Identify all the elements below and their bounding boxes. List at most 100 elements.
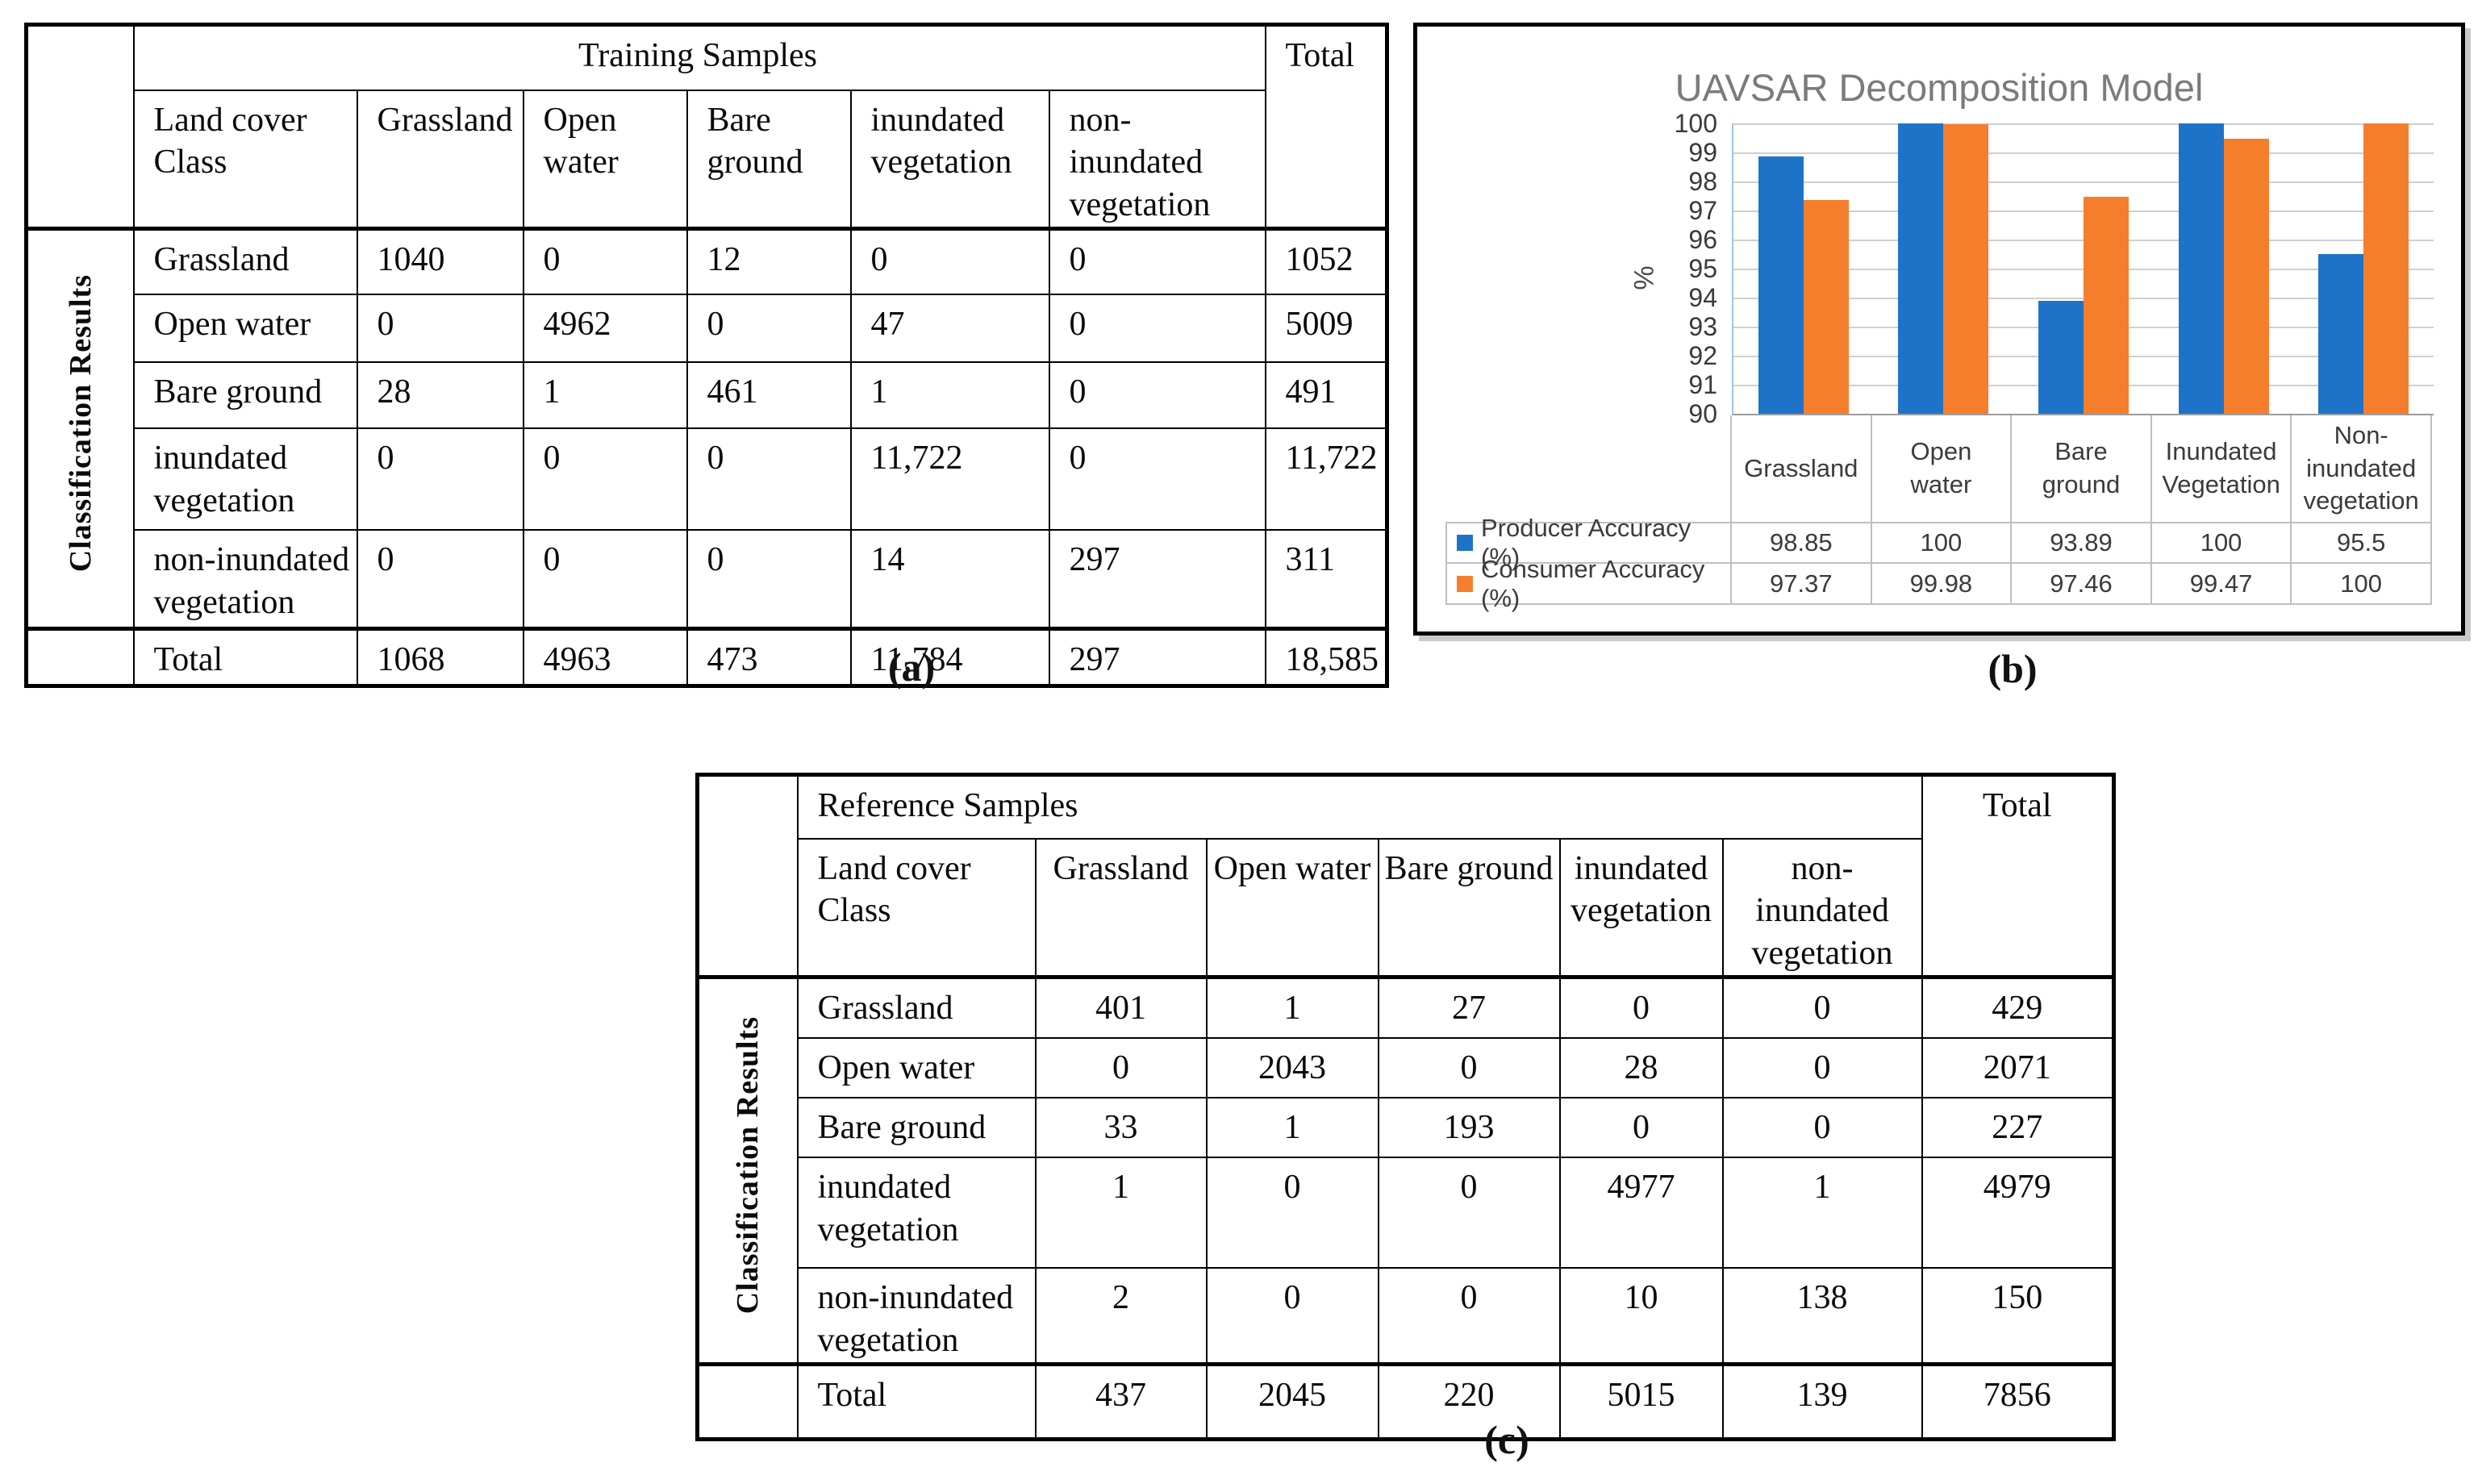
y-axis-ticks: 100 99 98 97 96 95 94 93 92 91 90 <box>1417 109 1717 428</box>
cell: 139 <box>1721 1363 1923 1440</box>
cell: 0 <box>1034 1036 1208 1098</box>
caption-b: (b) <box>1988 646 2038 691</box>
group-header: Reference Samples <box>796 773 1923 840</box>
cell: 0 <box>1721 1096 1923 1158</box>
cell: 47 <box>849 293 1050 363</box>
cell: 0 <box>686 528 852 632</box>
bar-consumer-3 <box>2223 139 2269 414</box>
reference-samples-table: Reference Samples Total Land cover Class… <box>695 773 2116 1441</box>
legend-cell: Consumer Accuracy (%) <box>1445 555 1732 612</box>
row-label: Open water <box>796 1036 1037 1098</box>
legend-label: Producer Accuracy (%) <box>1481 514 1692 571</box>
row-label: Bare ground <box>132 361 358 429</box>
row-label: Bare ground <box>796 1096 1037 1158</box>
cell: 0 <box>522 427 688 531</box>
col-header: non-inundated vegetation <box>1048 89 1266 231</box>
category-label: Grassland <box>1732 415 1872 523</box>
cell: 0 <box>522 227 688 295</box>
row-label: Grassland <box>796 976 1037 1039</box>
cell: 11,784 <box>849 627 1050 687</box>
col-header: Bare ground <box>686 89 852 231</box>
cell: 0 <box>1377 1156 1561 1269</box>
cell: 0 <box>1377 1036 1561 1098</box>
cell: 297 <box>1048 528 1266 632</box>
row-label: inundated vegetation <box>132 427 358 531</box>
cell: 1 <box>1205 976 1379 1039</box>
cell: 193 <box>1377 1096 1561 1158</box>
value-cell: 93.89 <box>2012 523 2152 564</box>
cell: 0 <box>1558 976 1724 1039</box>
cell: 28 <box>1558 1036 1724 1098</box>
y-axis-tick: 99 <box>1688 138 1717 167</box>
col-header: inundated vegetation <box>1558 837 1724 980</box>
y-axis-tick: 94 <box>1688 283 1717 312</box>
side-label: Classification Results <box>63 274 98 573</box>
cell: 0 <box>356 528 524 632</box>
cell: 0 <box>1048 361 1266 429</box>
cell: 28 <box>356 361 524 429</box>
value-cell: 99.98 <box>1871 564 2013 605</box>
y-axis-tick: 98 <box>1688 167 1717 196</box>
cell: 0 <box>1048 293 1266 363</box>
caption-c: (c) <box>1484 1417 1529 1462</box>
cell: 5015 <box>1558 1363 1724 1440</box>
total-column-header: Total <box>1264 23 1388 231</box>
bar-producer-2 <box>2038 300 2084 414</box>
cell: 1 <box>522 361 688 429</box>
cell: 0 <box>1048 227 1266 295</box>
col-header-land-cover: Land cover Class <box>796 837 1037 980</box>
row-total: 5009 <box>1264 293 1388 363</box>
side-label: Classification Results <box>731 1015 765 1315</box>
cell: 2045 <box>1205 1363 1379 1440</box>
cell: 4977 <box>1558 1156 1724 1269</box>
side-label-cell: Classification Results <box>696 976 799 1366</box>
y-axis-tick: 93 <box>1688 312 1717 341</box>
row-total: 1052 <box>1264 227 1388 295</box>
caption-a: (a) <box>887 644 936 690</box>
blank-cell <box>696 1363 799 1440</box>
cell: 473 <box>686 627 852 687</box>
y-axis-tick: 90 <box>1688 399 1717 428</box>
cell: 0 <box>522 528 688 632</box>
cell: 0 <box>1721 976 1923 1039</box>
cell: 1 <box>849 361 1050 429</box>
row-label: non-inundated vegetation <box>132 528 358 632</box>
bar-producer-1 <box>1898 123 1944 414</box>
chart-title: UAVSAR Decomposition Model <box>1675 66 2204 109</box>
cell: 0 <box>1721 1036 1923 1098</box>
cell: 401 <box>1034 976 1208 1039</box>
bar-producer-3 <box>2178 123 2224 414</box>
corner-blank-cell <box>25 23 135 231</box>
cell: 0 <box>356 293 524 363</box>
cell: 0 <box>849 227 1050 295</box>
cell: 1040 <box>356 227 524 295</box>
bar-consumer-0 <box>1803 199 1849 414</box>
consumer-legend-swatch <box>1457 575 1473 592</box>
row-label: Grassland <box>132 227 358 295</box>
uavsar-bar-chart: UAVSAR Decomposition Model % 100 99 98 97 96… <box>1413 23 2465 636</box>
y-axis-tick: 97 <box>1688 196 1717 225</box>
gridline <box>1733 152 2434 154</box>
corner-blank-cell <box>696 773 799 980</box>
col-header: Bare ground <box>1377 837 1561 980</box>
cell: 0 <box>1205 1156 1379 1269</box>
legend-cell: Producer Accuracy (%) <box>1445 514 1732 571</box>
value-cell: 97.37 <box>1732 564 1872 605</box>
cell: 0 <box>1048 427 1266 531</box>
row-total: 4979 <box>1921 1156 2115 1269</box>
cell: 27 <box>1377 976 1561 1039</box>
cell: 1068 <box>356 627 524 687</box>
category-label: Open water <box>1871 415 2013 523</box>
value-cell: 100 <box>2151 523 2292 564</box>
cell: 0 <box>1205 1266 1379 1366</box>
chart-inner: UAVSAR Decomposition Model % 100 99 98 97 96… <box>1417 27 2461 632</box>
producer-legend-swatch <box>1457 535 1473 551</box>
value-cell: 99.47 <box>2151 564 2292 605</box>
row-total: 491 <box>1264 361 1388 429</box>
row-label: non-inundated vegetation <box>796 1266 1037 1366</box>
table-blank-cell <box>1445 415 1732 523</box>
total-column-header: Total <box>1921 773 2115 980</box>
row-label: Open water <box>132 293 358 363</box>
value-cell: 100 <box>1871 523 2013 564</box>
row-total: 150 <box>1921 1266 2115 1366</box>
